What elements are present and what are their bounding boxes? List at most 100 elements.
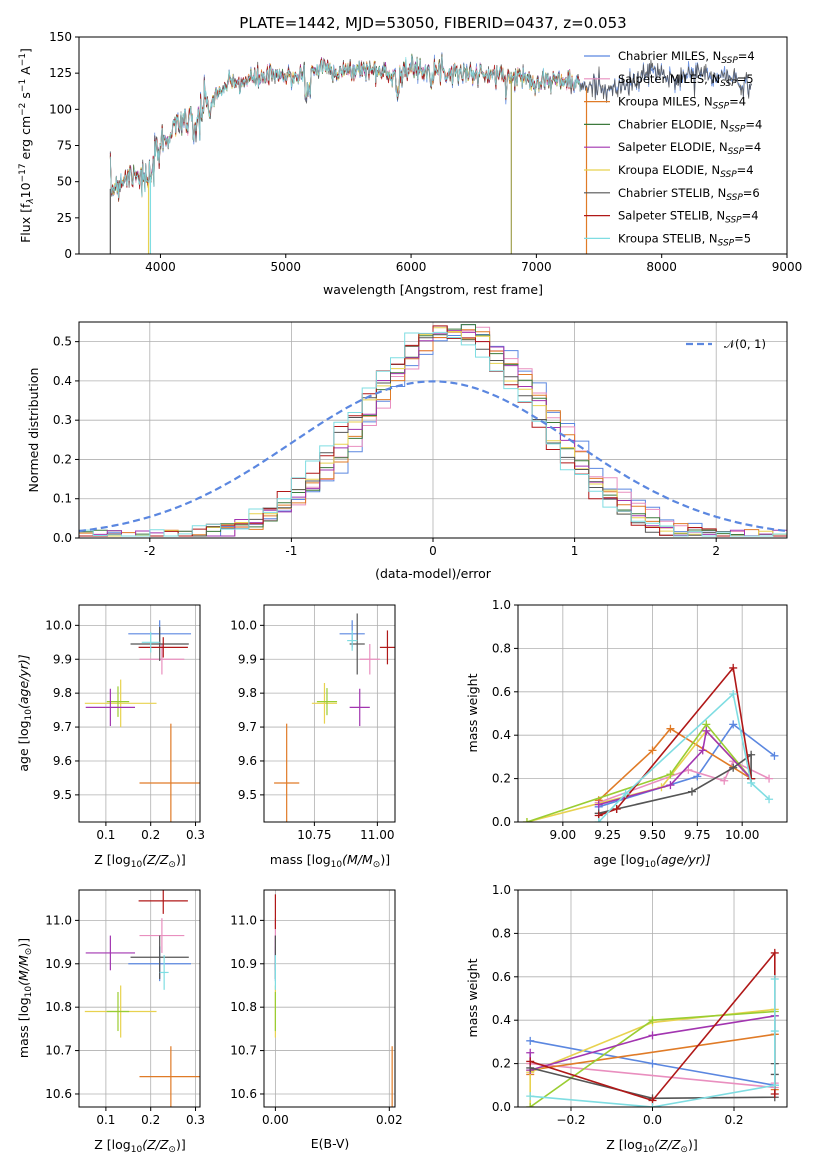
- axis-label-group: age [log10(age/yr)]: [16, 654, 34, 771]
- normal-curve: [79, 380, 787, 533]
- y-axis-label-part: s: [18, 92, 33, 103]
- plus-marker: [526, 1057, 535, 1066]
- x-tick-label: 6000: [396, 260, 427, 274]
- y-tick-label: 10.8: [45, 1000, 72, 1014]
- x-axis-label: wavelength [Angstrom, rest frame]: [323, 282, 543, 297]
- x-axis-label-part: )]: [380, 852, 390, 867]
- x-tick-label: -2: [144, 544, 156, 558]
- y-tick-label: 9.8: [53, 686, 72, 700]
- plus-marker: [729, 763, 738, 772]
- plus-marker: [526, 1092, 535, 1101]
- x-axis-label-part: (Z/Z: [142, 852, 169, 867]
- x-tick-label: 10.75: [297, 828, 331, 842]
- y-tick-label: 100: [49, 102, 72, 116]
- y-tick-label: 0.6: [492, 970, 511, 984]
- legend-label-part: SSP: [725, 216, 742, 226]
- y-tick-label: 10.8: [230, 1000, 257, 1014]
- x-tick-label: 0.3: [186, 828, 205, 842]
- mass-weight-line: [526, 723, 752, 822]
- y-tick-label: 10.9: [45, 957, 72, 971]
- error-bar-point: [130, 627, 189, 661]
- x-axis-label-part: 10: [645, 860, 657, 870]
- plus-marker: [720, 776, 729, 785]
- y-tick-label: 0.1: [53, 492, 72, 506]
- x-axis-label-part: age [log: [593, 852, 644, 867]
- plus-marker: [747, 750, 756, 759]
- x-tick-label: 0.2: [141, 1113, 160, 1127]
- plus-marker: [770, 974, 779, 983]
- legend-label: Kroupa MILES, NSSP=4: [618, 95, 746, 112]
- histogram-series: [79, 331, 787, 537]
- y-tick-label: 9.9: [238, 652, 257, 666]
- legend-label-part: Kroupa STELIB, N: [618, 231, 718, 245]
- massweight_vs_Z-axes: −0.2 0.0 0.2 0.0 0.2 0.4 0.6 0.8 1.0: [492, 883, 787, 1127]
- y-axis-label-part: −2: [18, 103, 28, 116]
- x-axis-label: age [log10(age/yr)]: [593, 852, 710, 870]
- x-axis-label-part: mass [log: [270, 852, 331, 867]
- y-axis-label-part: erg cm: [18, 116, 33, 164]
- y-tick-label: 0.4: [53, 374, 72, 388]
- legend-label-part: Salpeter MILES, N: [618, 72, 720, 86]
- y-axis-label-part: (M/M: [16, 955, 31, 986]
- age_vs_mass-frame: [263, 604, 396, 823]
- y-tick-label: 0.0: [492, 1100, 511, 1114]
- mass_vs_Z-axes: 0.1 0.2 0.3 10.6 10.7 10.8 10.9 11.0: [45, 890, 205, 1127]
- plus-marker: [526, 1036, 535, 1045]
- x-tick-label: 0.00: [262, 1113, 289, 1127]
- x-tick-label: 0.1: [96, 1113, 115, 1127]
- legend-label-part: SSP: [726, 193, 743, 203]
- spectrum-axes: 4000 5000 6000 7000 8000 9000 0 25 50 75 100 125 150: [49, 30, 802, 274]
- y-tick-label: 125: [49, 66, 72, 80]
- y-tick-label: 0.8: [492, 926, 511, 940]
- plus-marker: [594, 800, 603, 809]
- legend-label: Chabrier ELODIE, NSSP=4: [618, 117, 762, 134]
- y-axis-label-part: A: [18, 66, 33, 79]
- x-tick-label: 8000: [646, 260, 677, 274]
- plus-marker: [648, 1059, 657, 1068]
- y-axis-label: Normed distribution: [26, 368, 41, 493]
- x-axis-label-part: Z [log: [94, 1137, 130, 1152]
- chart-title: PLATE=1442, MJD=53050, FIBERID=0437, z=0…: [239, 14, 626, 32]
- y-tick-label: 50: [57, 175, 72, 189]
- legend-label-part: SSP: [713, 102, 730, 112]
- x-tick-label: 0.02: [376, 1113, 403, 1127]
- y-tick-label: 10.9: [230, 957, 257, 971]
- error-bar-point: [316, 688, 338, 716]
- y-axis-label-part: 10: [18, 182, 33, 198]
- x-axis-label: (data-model)/error: [375, 566, 492, 581]
- plus-marker: [770, 751, 779, 760]
- plus-marker: [729, 689, 738, 698]
- age_vs_Z-frame: [78, 604, 201, 823]
- plus-marker: [621, 789, 630, 798]
- plus-marker: [648, 1103, 657, 1107]
- plus-marker: [702, 726, 711, 735]
- y-tick-label: 0: [64, 247, 72, 261]
- plus-marker: [666, 770, 675, 779]
- age_vs_mass-points: [274, 613, 395, 822]
- mass-weight-line: [598, 727, 752, 801]
- x-axis-label-part: (Z/Z: [654, 1137, 681, 1152]
- error-bar-point: [130, 935, 189, 979]
- massweight_vs_Z-frame: [517, 889, 788, 1108]
- y-axis-label-part: ⊙: [24, 948, 34, 956]
- legend-label: Kroupa ELODIE, NSSP=4: [618, 163, 754, 180]
- x-tick-label: 1: [571, 544, 579, 558]
- y-tick-label: 0.0: [53, 531, 72, 545]
- y-tick-label: 150: [49, 30, 72, 44]
- error-bar-point: [141, 632, 160, 653]
- y-axis-label-group: Flux [fλ10−17 erg cm−2 s−1 A−1]: [18, 48, 36, 243]
- mass_vs_ebv-frame: [263, 889, 396, 1108]
- y-tick-label: 9.9: [53, 652, 72, 666]
- y-axis-label-part: −17: [18, 163, 28, 182]
- x-tick-label: −0.2: [556, 1113, 585, 1127]
- y-axis-label-part: )]: [16, 938, 31, 948]
- y-axis-label-part: (age/yr)]: [16, 654, 31, 709]
- plus-marker: [648, 1031, 657, 1040]
- y-axis-label-part: λ: [26, 198, 36, 204]
- y-tick-label: 0.0: [492, 815, 511, 829]
- spectrum-line: [109, 53, 581, 200]
- plus-marker: [770, 948, 779, 957]
- plus-marker: [693, 772, 702, 781]
- x-axis-label-part: )]: [176, 852, 186, 867]
